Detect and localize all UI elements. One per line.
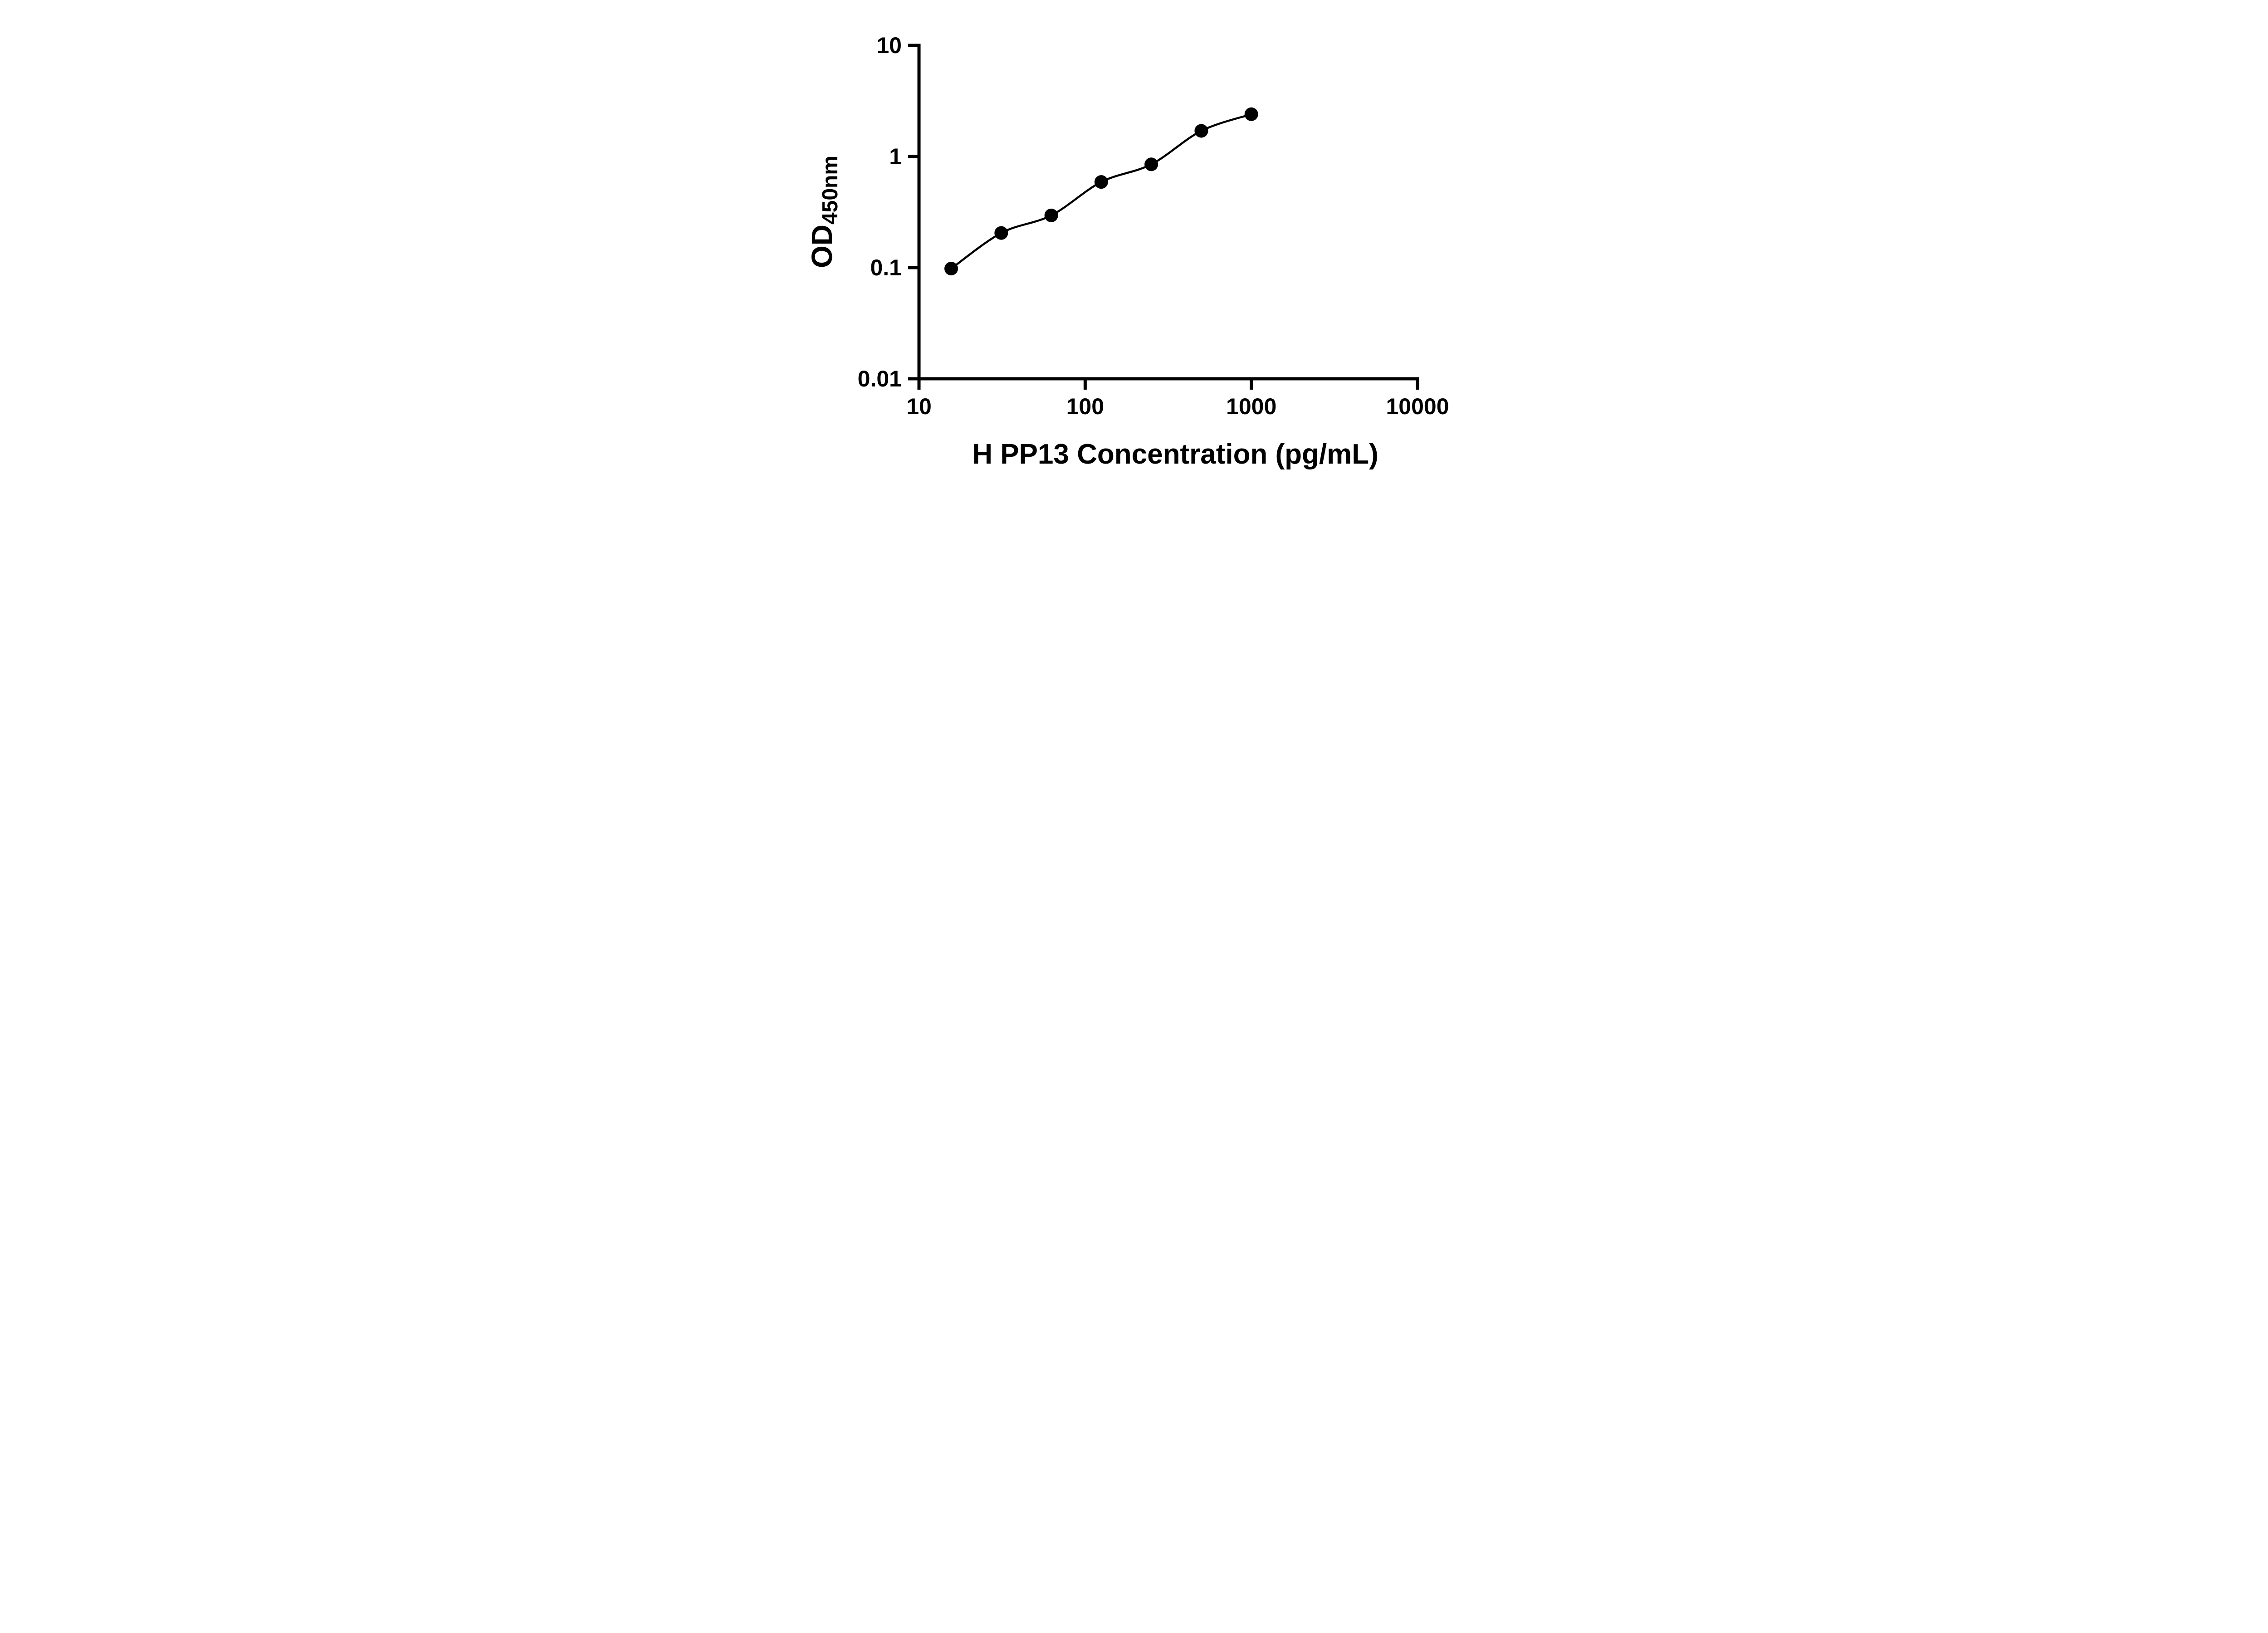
data-point <box>1094 175 1108 189</box>
data-point <box>1144 157 1158 171</box>
data-point <box>1194 124 1208 138</box>
chart: 10 100 1000 10000 10 1 0.1 0.01 H PP13 Concentr… <box>806 33 1449 470</box>
y-axis-title-subscript: 450nm <box>818 156 842 225</box>
data-point <box>944 262 958 276</box>
axis-ticks: 10 100 1000 10000 10 1 0.1 0.01 <box>857 33 1449 419</box>
y-tick-label: 10 <box>876 33 902 58</box>
x-tick-label: 100 <box>1066 394 1104 419</box>
data-point <box>1044 208 1058 222</box>
data-points <box>944 107 1258 276</box>
x-axis-title: H PP13 Concentration (pg/mL) <box>972 439 1378 470</box>
y-tick-label: 1 <box>889 144 902 169</box>
data-point <box>1244 107 1258 121</box>
y-axis-title-main: OD <box>806 225 838 268</box>
y-axis-title: OD450nm <box>806 156 842 268</box>
y-tick-label: 0.01 <box>857 366 901 391</box>
data-point <box>994 226 1008 240</box>
fit-curve <box>950 113 1252 270</box>
x-tick-label: 1000 <box>1226 394 1276 419</box>
x-tick-label: 10 <box>906 394 932 419</box>
x-tick-label: 10000 <box>1386 394 1449 419</box>
elisa-standard-curve-figure: 10 100 1000 10000 10 1 0.1 0.01 H PP13 Concentr… <box>784 0 1484 490</box>
y-tick-label: 0.1 <box>870 255 902 280</box>
